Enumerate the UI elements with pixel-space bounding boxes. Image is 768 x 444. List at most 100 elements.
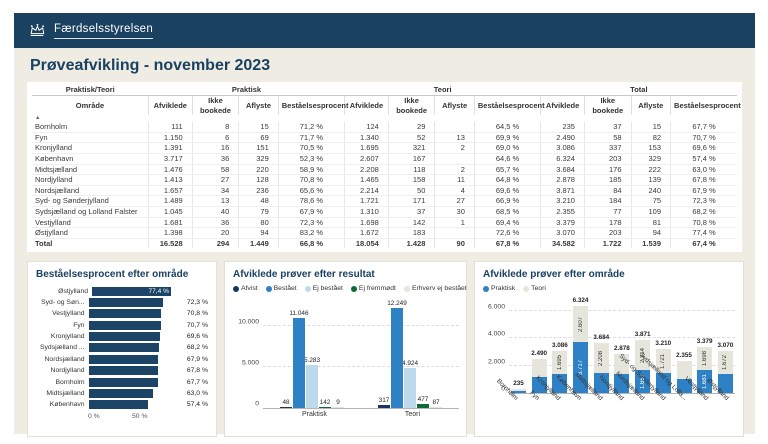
bar[interactable]	[319, 407, 331, 409]
bar[interactable]: 77,4 %	[92, 286, 171, 296]
value-cell: 321	[387, 142, 435, 154]
brand-name[interactable]: Færdselsstyrelsen	[54, 23, 154, 39]
teori-segment[interactable]: 2.214	[635, 340, 651, 371]
bar[interactable]	[88, 297, 163, 307]
praktisk-segment[interactable]	[531, 377, 547, 394]
column-header[interactable]: Ikke bookede	[387, 95, 435, 116]
praktisk-segment[interactable]: 1.657	[635, 370, 651, 394]
value-label: 1.721	[660, 353, 667, 369]
bar[interactable]	[332, 407, 344, 409]
sort-ascending-icon[interactable]: ▲	[35, 114, 41, 121]
column-header[interactable]: Afviklede	[147, 95, 193, 116]
legend-item[interactable]: Praktisk	[483, 285, 515, 292]
bar[interactable]	[88, 309, 161, 319]
bar-wrap: 48	[280, 399, 292, 409]
legend-item[interactable]: Afvist	[233, 285, 258, 292]
stacked-bar[interactable]: 2.490	[531, 350, 547, 394]
teori-segment[interactable]: 2.607	[573, 306, 589, 343]
stacked-bar[interactable]: 3.070 1.672	[717, 342, 733, 394]
teori-segment[interactable]	[531, 359, 547, 378]
column-group-header[interactable]: Teori	[344, 85, 541, 96]
bar[interactable]	[88, 354, 158, 364]
value-cell: 329	[238, 153, 279, 165]
praktisk-segment[interactable]	[676, 379, 692, 394]
teori-segment[interactable]	[511, 389, 526, 392]
value-cell: 185	[583, 174, 632, 186]
praktisk-segment[interactable]	[552, 374, 568, 394]
teori-segment[interactable]: 1.698	[697, 347, 713, 371]
bar-row: Midtsjælland 63,0 %	[36, 388, 208, 399]
legend-item[interactable]: Bestået	[265, 285, 297, 292]
stacked-bar[interactable]: 3.684 2.208	[593, 334, 609, 394]
teori-segment[interactable]	[676, 361, 692, 380]
value-cell: 1.657	[147, 185, 193, 197]
stacked-bar[interactable]: 2.878	[614, 345, 630, 394]
value-cell: 66,8 %	[277, 237, 345, 249]
column-header[interactable]: Beståelsesprocent	[670, 95, 741, 116]
bar[interactable]	[404, 368, 416, 409]
bar[interactable]	[88, 400, 148, 410]
bar[interactable]	[88, 377, 158, 387]
value-cell: 82	[630, 132, 671, 144]
bar-wrap: 11.046	[289, 310, 309, 409]
column-header[interactable]: Ikke bookede	[583, 95, 632, 116]
column-header[interactable]: Beståelsesprocent	[277, 95, 348, 116]
bar[interactable]	[88, 343, 159, 353]
teori-segment[interactable]: 1.695	[552, 351, 568, 375]
stacked-bar[interactable]: 3.871 2.214 1.657	[635, 331, 651, 394]
legend-item[interactable]: Ej fremmødt	[350, 285, 396, 292]
teori-segment[interactable]	[614, 354, 630, 375]
stacked-bar[interactable]: 3.379 1.698 1.681	[697, 338, 713, 394]
bar[interactable]	[378, 405, 390, 409]
teori-segment[interactable]: 1.721	[655, 349, 671, 374]
omraade-column-header[interactable]: Område	[75, 100, 105, 110]
teori-segment[interactable]: 1.672	[717, 351, 733, 375]
bar[interactable]	[417, 404, 429, 409]
praktisk-segment[interactable]	[511, 391, 526, 394]
bar[interactable]	[430, 407, 442, 409]
bar[interactable]	[88, 366, 158, 376]
bar[interactable]	[280, 407, 292, 409]
category-slot: Bornholm	[495, 378, 526, 429]
bar[interactable]	[293, 318, 305, 409]
value-cell: 77	[583, 206, 632, 218]
area-cell: Nordjylland	[32, 174, 149, 186]
bar[interactable]	[88, 332, 160, 342]
legend-item[interactable]: Erhverv ej bestået	[403, 285, 467, 292]
praktisk-segment[interactable]: 1.681	[697, 370, 713, 394]
column-header[interactable]: Afviklede	[540, 95, 585, 116]
column-header[interactable]: Aflyste	[630, 95, 671, 116]
stacked-bar[interactable]: 235	[511, 380, 526, 394]
praktisk-segment[interactable]	[614, 374, 630, 394]
praktisk-segment[interactable]	[717, 374, 733, 394]
teori-segment[interactable]: 2.208	[593, 343, 609, 374]
praktisk-segment[interactable]	[593, 373, 609, 394]
column-header[interactable]: Afviklede	[344, 95, 389, 116]
stacked-bar[interactable]: 3.086 1.695	[552, 342, 568, 394]
column-header[interactable]: Ikke bookede	[191, 95, 239, 116]
stacked-bar[interactable]: 6.324 2.607 3.717	[573, 297, 589, 394]
column-header[interactable]: Aflyste	[238, 95, 279, 116]
value-cell: 158	[387, 174, 435, 186]
stacked-bar[interactable]: 2.355	[676, 352, 692, 394]
praktisk-segment[interactable]	[655, 373, 671, 394]
value-cell: 70,8 %	[670, 217, 737, 229]
legend-item[interactable]: Ej bestået	[304, 285, 343, 292]
column-header[interactable]: Aflyste	[434, 95, 475, 116]
bar[interactable]	[391, 308, 403, 409]
bar[interactable]	[88, 320, 161, 330]
bar[interactable]	[306, 365, 318, 409]
table-card: Praktisk/Teori Praktisk Teori Total Område Af…	[27, 82, 742, 253]
legend-item[interactable]: Teori	[523, 285, 546, 292]
bar-wrap: 87	[430, 399, 442, 409]
value-cell: 6	[191, 132, 239, 144]
praktisk-segment[interactable]: 3.717	[573, 342, 589, 394]
title-bar: Prøveafvikling - november 2023	[14, 48, 755, 82]
stacked-bar[interactable]: 3.210 1.721	[655, 340, 671, 394]
bar[interactable]	[88, 389, 153, 399]
column-group-header[interactable]: Praktisk	[148, 85, 345, 96]
category-slot: Vestjylland	[683, 376, 716, 429]
column-group-header[interactable]: Praktisk/Teori	[32, 85, 149, 96]
column-group-header[interactable]: Total	[540, 85, 737, 96]
column-header[interactable]: Beståelsesprocent	[473, 95, 545, 116]
